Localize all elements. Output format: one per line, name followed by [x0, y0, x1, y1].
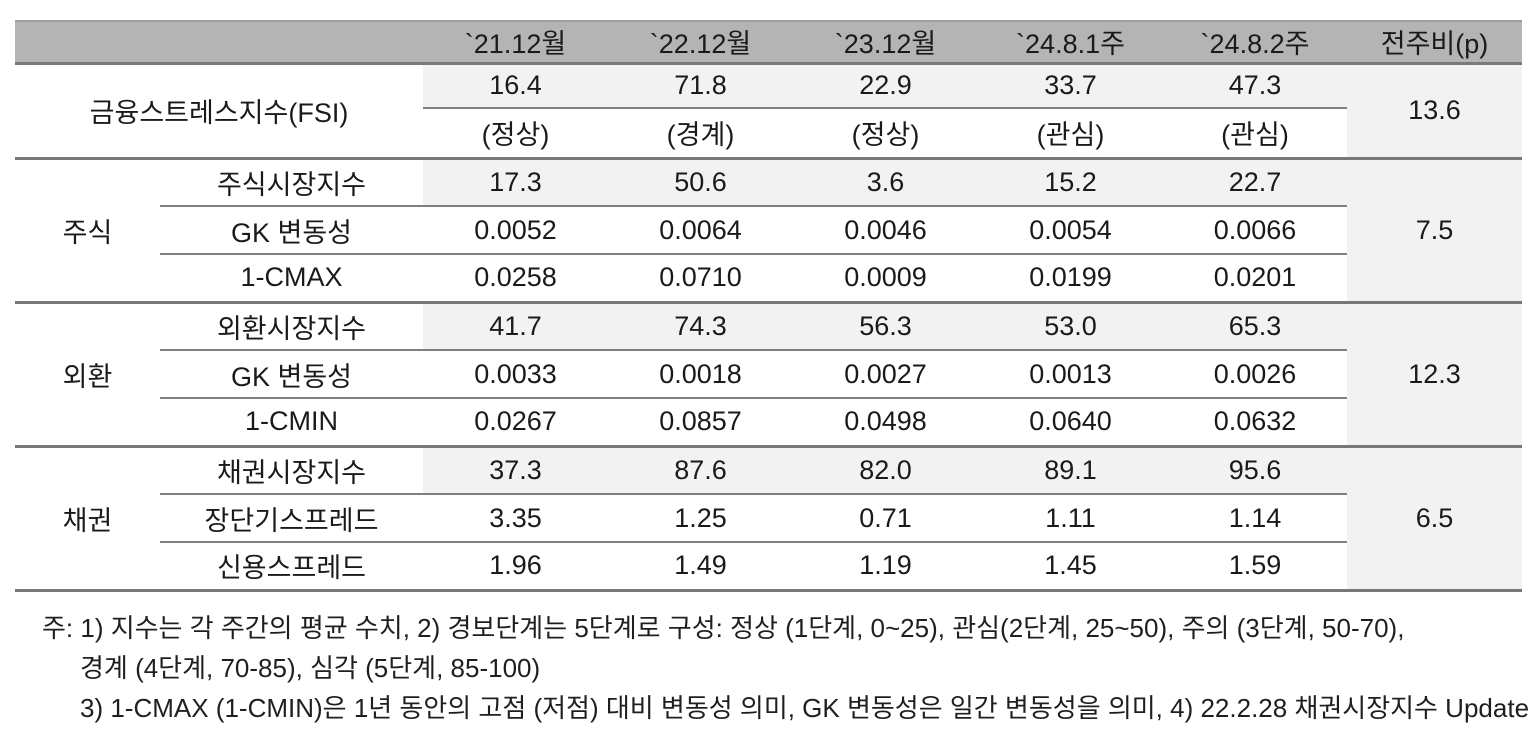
value-cell: 0.0033: [423, 350, 608, 399]
fsi-status-row: (정상) (경계) (정상) (관심) (관심): [15, 108, 1522, 160]
value-cell: 0.0054: [978, 206, 1163, 255]
fx-index-row: 외환 외환시장지수 41.7 74.3 56.3 53.0 65.3 12.3: [15, 302, 1522, 448]
fsi-table: `21.12월 `22.12월 `23.12월 `24.8.1주 `24.8.2…: [15, 20, 1522, 592]
row-label: GK 변동성: [160, 206, 423, 255]
value-cell: 0.0052: [423, 206, 608, 255]
footnote-line: 주: 1) 지수는 각 주간의 평균 수치, 2) 경보단계는 5단계로 구성:…: [42, 612, 1405, 643]
bond-credit-spread-row: 신용스프레드 1.96 1.49 1.19 1.45 1.59: [15, 542, 1522, 592]
value-cell: 0.0710: [608, 254, 793, 304]
value-cell: 1.11: [978, 494, 1163, 543]
value-cell: 1.19: [793, 542, 978, 592]
value-cell: 0.0267: [423, 398, 608, 448]
value-cell: 56.3: [793, 302, 978, 351]
value-cell: 0.0026: [1163, 350, 1347, 399]
section-category-fx: 외환: [15, 302, 160, 448]
value-cell: 65.3: [1163, 302, 1347, 351]
value-cell: 0.0258: [423, 254, 608, 304]
header-row: `21.12월 `22.12월 `23.12월 `24.8.1주 `24.8.2…: [15, 21, 1522, 65]
value-cell: 0.0027: [793, 350, 978, 399]
bond-index-row: 채권 채권시장지수 37.3 87.6 82.0 89.1 95.6 6.5: [15, 446, 1522, 592]
footnote-line: 경계 (4단계, 70-85), 심각 (5단계, 85-100): [80, 652, 541, 683]
stock-gk-row: GK 변동성 0.0052 0.0064 0.0046 0.0054 0.006…: [15, 206, 1522, 255]
section-category-bond: 채권: [15, 446, 160, 592]
value-cell: 15.2: [978, 158, 1163, 207]
value-cell: 3.35: [423, 494, 608, 543]
fsi-wow-cell: 13.6: [1347, 63, 1522, 160]
value-cell: 0.0009: [793, 254, 978, 304]
fx-cmin-row: 1-CMIN 0.0267 0.0857 0.0498 0.0640 0.063…: [15, 398, 1522, 448]
row-label: 외환시장지수: [160, 302, 423, 351]
value-cell: 0.0640: [978, 398, 1163, 448]
value-cell: 1.45: [978, 542, 1163, 592]
value-cell: 0.0064: [608, 206, 793, 255]
value-cell: 17.3: [423, 158, 608, 207]
value-cell: 53.0: [978, 302, 1163, 351]
value-cell: 0.0201: [1163, 254, 1347, 304]
fsi-values-row: 금융스트레스지수(FSI) 16.4 71.8 22.9 33.7 47.3 1…: [15, 63, 1522, 160]
row-label: 장단기스프레드: [160, 494, 423, 543]
value-cell: 22.7: [1163, 158, 1347, 207]
section-wow-cell: 7.5: [1347, 158, 1522, 304]
row-label: GK 변동성: [160, 350, 423, 399]
value-cell: 0.71: [793, 494, 978, 543]
value-cell: 3.6: [793, 158, 978, 207]
row-label: 채권시장지수: [160, 446, 423, 495]
value-cell: 1.49: [608, 542, 793, 592]
header-empty-cell: [15, 21, 423, 65]
value-cell: 0.0632: [1163, 398, 1347, 448]
footnote-line: 3) 1-CMAX (1-CMIN)은 1년 동안의 고점 (저점) 대비 변동…: [80, 692, 1530, 723]
fsi-value-cell: 71.8: [608, 63, 793, 109]
fsi-status-cell: (정상): [423, 108, 608, 160]
section-wow-cell: 12.3: [1347, 302, 1522, 448]
column-header: `21.12월: [423, 21, 608, 65]
fsi-status-cell: (정상): [793, 108, 978, 160]
column-header: `24.8.1주: [978, 21, 1163, 65]
column-header: `22.12월: [608, 21, 793, 65]
column-header-wow: 전주비(p): [1347, 21, 1522, 65]
fsi-status-cell: (관심): [978, 108, 1163, 160]
column-header: `24.8.2주: [1163, 21, 1347, 65]
value-cell: 1.59: [1163, 542, 1347, 592]
value-cell: 89.1: [978, 446, 1163, 495]
value-cell: 74.3: [608, 302, 793, 351]
fsi-value-cell: 22.9: [793, 63, 978, 109]
stock-index-row: 주식 주식시장지수 17.3 50.6 3.6 15.2 22.7 7.5: [15, 158, 1522, 304]
fsi-status-cell: (관심): [1163, 108, 1347, 160]
section-category-stock: 주식: [15, 158, 160, 304]
value-cell: 82.0: [793, 446, 978, 495]
column-header: `23.12월: [793, 21, 978, 65]
value-cell: 0.0199: [978, 254, 1163, 304]
value-cell: 1.14: [1163, 494, 1347, 543]
value-cell: 37.3: [423, 446, 608, 495]
fsi-value-cell: 33.7: [978, 63, 1163, 109]
value-cell: 0.0857: [608, 398, 793, 448]
value-cell: 87.6: [608, 446, 793, 495]
value-cell: 0.0046: [793, 206, 978, 255]
fx-gk-row: GK 변동성 0.0033 0.0018 0.0027 0.0013 0.002…: [15, 350, 1522, 399]
fsi-value-cell: 16.4: [423, 63, 608, 109]
stock-cmax-row: 1-CMAX 0.0258 0.0710 0.0009 0.0199 0.020…: [15, 254, 1522, 304]
fsi-status-cell: (경계): [608, 108, 793, 160]
value-cell: 1.25: [608, 494, 793, 543]
row-label: 신용스프레드: [160, 542, 423, 592]
footnotes: 주: 1) 지수는 각 주간의 평균 수치, 2) 경보단계는 5단계로 구성:…: [0, 608, 1537, 728]
row-label: 1-CMAX: [160, 254, 423, 304]
bond-term-spread-row: 장단기스프레드 3.35 1.25 0.71 1.11 1.14: [15, 494, 1522, 543]
value-cell: 0.0066: [1163, 206, 1347, 255]
fsi-value-cell: 47.3: [1163, 63, 1347, 109]
value-cell: 50.6: [608, 158, 793, 207]
value-cell: 0.0013: [978, 350, 1163, 399]
value-cell: 95.6: [1163, 446, 1347, 495]
row-label: 1-CMIN: [160, 398, 423, 448]
section-wow-cell: 6.5: [1347, 446, 1522, 592]
row-label: 주식시장지수: [160, 158, 423, 207]
value-cell: 41.7: [423, 302, 608, 351]
value-cell: 1.96: [423, 542, 608, 592]
fsi-row-label: 금융스트레스지수(FSI): [15, 63, 423, 160]
value-cell: 0.0498: [793, 398, 978, 448]
value-cell: 0.0018: [608, 350, 793, 399]
